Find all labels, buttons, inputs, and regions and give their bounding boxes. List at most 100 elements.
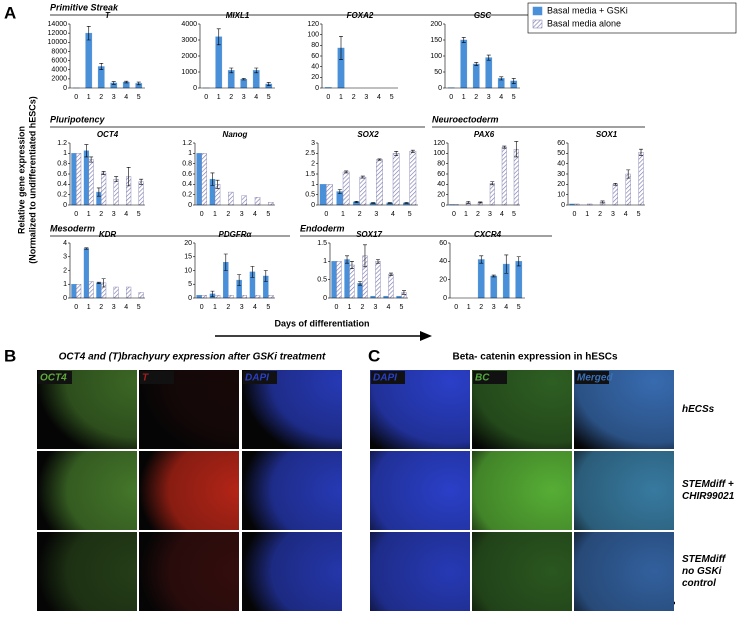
bar: [97, 283, 102, 298]
y-tick-label: 60: [439, 240, 447, 247]
y-tick-label: 1.2: [182, 140, 192, 147]
y-tick-label: 0.2: [182, 192, 192, 199]
y-tick-label: 20: [439, 277, 447, 284]
y-tick-label: 0.6: [57, 171, 67, 178]
row-label: DAY 2: [4, 566, 33, 577]
y-tick-label: 60: [557, 140, 565, 147]
bar: [241, 79, 247, 88]
y-tick-label: 0: [193, 85, 197, 92]
x-tick-label: 2: [99, 304, 103, 311]
bar: [345, 260, 350, 299]
x-tick-label: 4: [253, 211, 257, 218]
x-tick-label: 1: [341, 211, 345, 218]
bar: [478, 260, 484, 299]
x-tick-label: 4: [624, 211, 628, 218]
bar: [202, 295, 207, 298]
bar: [242, 196, 247, 205]
legend-swatch: [533, 20, 542, 28]
bar: [202, 153, 207, 205]
y-tick-label: 0: [438, 85, 442, 92]
x-tick-label: 3: [374, 304, 378, 311]
micrograph-signal: [574, 451, 674, 530]
group-label: Endoderm: [300, 223, 345, 233]
y-tick-label: 80: [437, 161, 445, 168]
x-tick-label: 0: [326, 94, 330, 101]
row-label: STEMdiff +: [682, 479, 734, 490]
y-tick-label: 1.5: [317, 240, 327, 247]
bar: [268, 295, 273, 298]
channel-label: DAPI: [373, 373, 397, 384]
x-tick-label: 3: [492, 304, 496, 311]
y-tick-label: 60: [311, 53, 319, 60]
x-tick-label: 0: [452, 211, 456, 218]
y-tick-label: 100: [433, 150, 445, 157]
y-tick-label: 2000: [51, 76, 67, 83]
row-label: hECSs: [682, 404, 715, 415]
x-tick-label: 4: [387, 304, 391, 311]
chart-title: Nanog: [223, 130, 248, 139]
x-tick-label: 2: [229, 94, 233, 101]
x-tick-label: 4: [124, 211, 128, 218]
x-tick-label: 1: [87, 211, 91, 218]
x-tick-label: 2: [361, 304, 365, 311]
y-tick-label: 0: [323, 295, 327, 302]
x-tick-label: 0: [200, 211, 204, 218]
y-tick-label: 100: [307, 32, 319, 39]
y-tick-label: 2: [311, 161, 315, 168]
y-tick-label: 0.5: [317, 277, 327, 284]
y-tick-label: 0: [63, 295, 67, 302]
bar: [350, 265, 355, 298]
x-tick-label: 4: [499, 94, 503, 101]
arrow-head: [420, 331, 432, 341]
x-tick-label: 1: [87, 304, 91, 311]
y-tick-label: 0.5: [305, 192, 315, 199]
bar: [114, 179, 119, 205]
x-tick-label: 0: [572, 211, 576, 218]
bar: [228, 192, 233, 205]
x-tick-label: 5: [517, 304, 521, 311]
bar: [376, 261, 381, 298]
bar: [490, 183, 495, 205]
x-tick-label: 5: [137, 94, 141, 101]
y-tick-label: 40: [437, 181, 445, 188]
chart-title: SOX2: [357, 130, 379, 139]
micrograph-signal: [242, 451, 342, 530]
panel-label: C: [368, 346, 380, 365]
micrograph-signal: [370, 451, 470, 530]
x-tick-label: 4: [124, 304, 128, 311]
x-tick-label: 0: [74, 211, 78, 218]
y-tick-label: 0: [63, 202, 67, 209]
x-tick-label: 1: [585, 211, 589, 218]
x-tick-label: 4: [254, 94, 258, 101]
y-tick-label: 20: [557, 181, 565, 188]
bar: [393, 153, 399, 205]
x-tick-label: 2: [474, 94, 478, 101]
x-tick-label: 5: [512, 211, 516, 218]
x-tick-label: 3: [112, 94, 116, 101]
panel-title: OCT4 and (T)brachyury expression after G…: [59, 352, 326, 363]
y-tick-label: 0.2: [57, 192, 67, 199]
legend-swatch: [533, 7, 542, 15]
y-tick-label: 1: [323, 258, 327, 265]
chart-title: PAX6: [474, 130, 495, 139]
x-tick-label: 4: [124, 94, 128, 101]
y-tick-label: 0.6: [182, 171, 192, 178]
y-tick-label: 50: [557, 150, 565, 157]
x-tick-label: 4: [504, 304, 508, 311]
bar: [76, 153, 81, 205]
bar: [626, 174, 631, 205]
x-tick-label: 2: [99, 211, 103, 218]
chart-title: SOX17: [356, 230, 382, 239]
x-tick-label: 5: [266, 211, 270, 218]
chart-title: KDR: [99, 230, 117, 239]
bar: [255, 197, 260, 205]
y-tick-label: 0.4: [57, 181, 67, 188]
x-tick-label: 3: [487, 94, 491, 101]
y-tick-label: 30: [557, 171, 565, 178]
bar: [326, 184, 332, 205]
y-tick-label: 0: [441, 202, 445, 209]
y-tick-label: 0.8: [57, 161, 67, 168]
y-tick-label: 0.8: [182, 161, 192, 168]
group-label: Pluripotency: [50, 114, 106, 124]
y-tick-label: 1.5: [305, 171, 315, 178]
